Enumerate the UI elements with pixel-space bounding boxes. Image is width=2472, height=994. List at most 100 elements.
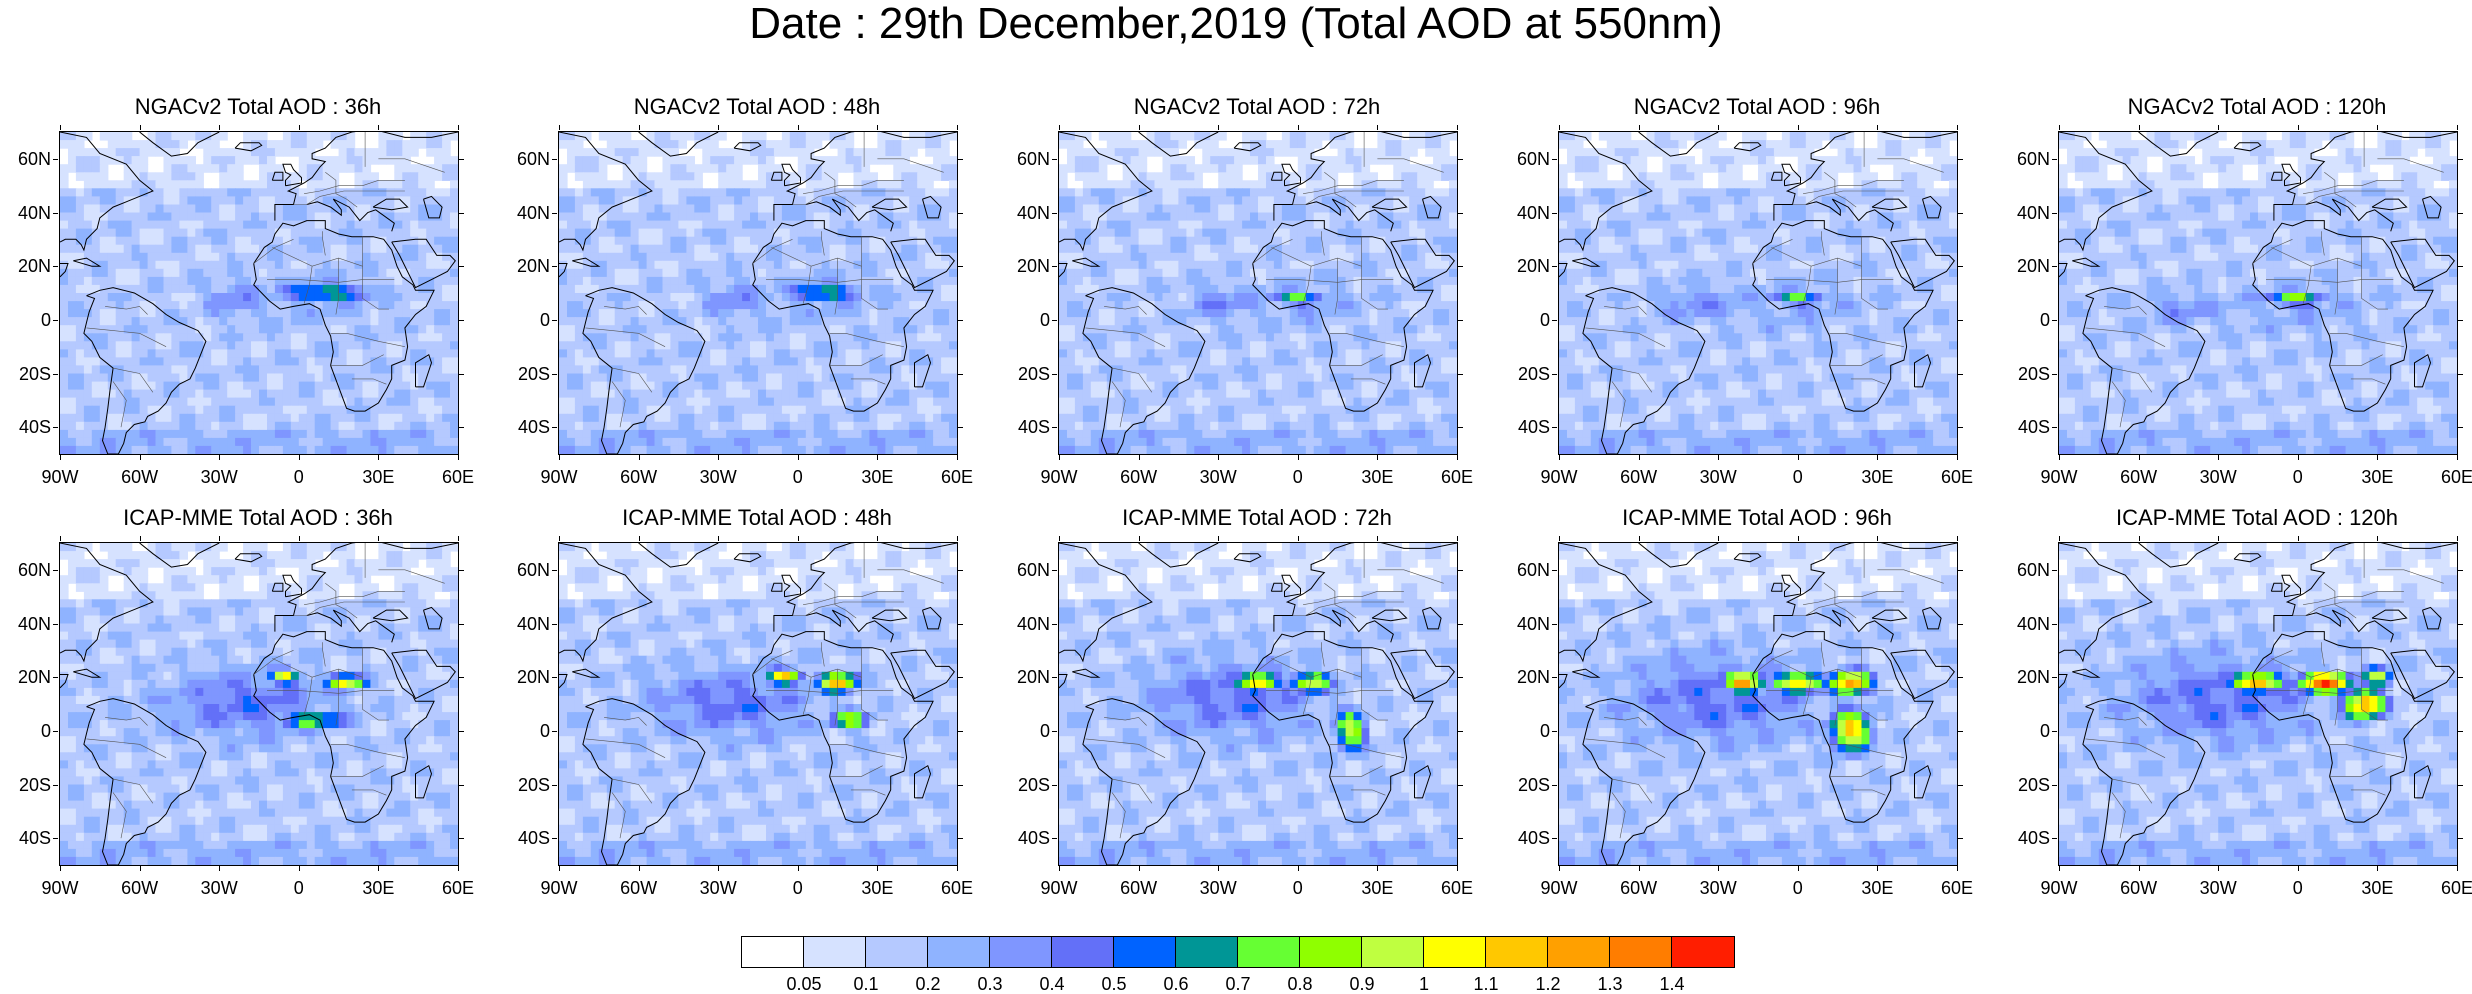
country-border	[1792, 190, 1904, 205]
longitude-label: 60E	[1427, 878, 1487, 898]
country-border	[1829, 765, 1883, 777]
latitude-tick	[53, 427, 58, 429]
longitude-label: 30W	[1688, 878, 1748, 898]
country-border	[2329, 333, 2404, 347]
longitude-label: 30E	[847, 878, 907, 898]
coastline-arabia	[391, 649, 456, 700]
country-border	[1377, 569, 1444, 584]
coastline-europe	[1273, 543, 1457, 632]
country-border	[1792, 601, 1904, 616]
country-border	[802, 677, 812, 715]
country-border	[1321, 642, 1325, 667]
country-border	[1329, 744, 1404, 758]
country-border	[293, 601, 405, 616]
coastline-namerica	[60, 543, 154, 663]
latitude-label: 0	[1, 310, 51, 330]
latitude-label: 40N	[1500, 203, 1550, 223]
longitude-tick	[2218, 536, 2220, 541]
colorbar-label: 0.1	[836, 974, 896, 994]
longitude-label: 60E	[1927, 878, 1987, 898]
longitude-tick	[298, 866, 300, 871]
coastline-britain	[781, 574, 801, 598]
latitude-tick	[459, 158, 464, 160]
coastline-greenland	[139, 132, 220, 157]
longitude-tick	[458, 866, 459, 871]
colorbar-swatch	[1114, 937, 1176, 967]
latitude-tick	[2052, 158, 2057, 160]
longitude-tick	[1559, 536, 1560, 541]
longitude-tick	[559, 866, 560, 871]
latitude-label: 60N	[1, 149, 51, 169]
longitude-tick	[219, 866, 221, 871]
latitude-tick	[53, 266, 58, 268]
country-border	[2329, 765, 2383, 777]
latitude-label: 20S	[500, 775, 550, 795]
coastline-europe	[2273, 132, 2457, 221]
latitude-tick	[1458, 373, 1463, 375]
longitude-tick	[1797, 866, 1799, 871]
coastline-caspian	[1922, 606, 1942, 630]
latitude-label: 40S	[2000, 828, 2050, 848]
coastline-ireland	[1270, 171, 1283, 181]
longitude-tick	[2457, 455, 2458, 460]
longitude-tick	[378, 536, 380, 541]
country-border	[2329, 744, 2404, 758]
country-border	[585, 327, 666, 347]
latitude-tick	[552, 730, 557, 732]
country-border	[1112, 367, 1153, 393]
longitude-tick	[2059, 125, 2060, 130]
coastline-madagascar	[1914, 353, 1932, 388]
aod-colorbar	[741, 936, 1735, 968]
longitude-label: 0	[2268, 467, 2328, 487]
country-border	[1612, 778, 1653, 804]
coastline-cuba	[1072, 668, 1101, 678]
country-border	[1085, 327, 1166, 347]
coastline-britain	[1781, 574, 1801, 598]
coastline-greenland	[139, 543, 220, 568]
longitude-tick	[559, 125, 560, 130]
latitude-tick	[1958, 784, 1963, 786]
latitude-tick	[2052, 623, 2057, 625]
longitude-label: 90W	[1529, 878, 1589, 898]
aod-field-map	[1059, 132, 1457, 454]
longitude-tick	[638, 866, 640, 871]
country-border	[2085, 327, 2166, 347]
aod-map-panel	[2058, 542, 2458, 866]
latitude-tick	[459, 677, 464, 679]
longitude-tick	[638, 125, 640, 130]
latitude-label: 0	[1, 721, 51, 741]
coastline-caspian	[423, 606, 443, 630]
longitude-tick	[378, 455, 380, 460]
country-border	[1803, 590, 1904, 605]
longitude-tick	[877, 866, 879, 871]
country-border	[1824, 583, 1857, 619]
country-border	[351, 789, 387, 796]
latitude-tick	[958, 569, 963, 571]
country-border	[803, 179, 904, 194]
latitude-tick	[53, 212, 58, 214]
latitude-tick	[2052, 784, 2057, 786]
latitude-tick	[1052, 427, 1057, 429]
country-border	[1252, 650, 1293, 675]
coastline-cuba	[1572, 668, 1601, 678]
coastline-britain	[1781, 163, 1801, 187]
latitude-tick	[958, 158, 963, 160]
longitude-label: 30W	[2188, 467, 2248, 487]
longitude-tick	[1797, 536, 1799, 541]
coastline-cuba	[1072, 257, 1101, 267]
panel-title: ICAP-MME Total AOD : 36h	[58, 505, 458, 531]
latitude-tick	[2458, 427, 2463, 429]
latitude-tick	[53, 784, 58, 786]
longitude-tick	[1957, 125, 1958, 130]
longitude-tick	[718, 866, 720, 871]
coastline-namerica	[1559, 543, 1653, 663]
coastline-europe	[2273, 543, 2457, 632]
country-border	[1104, 306, 1147, 315]
coastline-caspian	[2422, 195, 2442, 219]
longitude-tick	[298, 536, 300, 541]
latitude-tick	[459, 784, 464, 786]
coastline-europe	[274, 543, 458, 632]
latitude-tick	[958, 730, 963, 732]
coastline-centralam	[2059, 263, 2068, 278]
country-border	[351, 378, 387, 385]
